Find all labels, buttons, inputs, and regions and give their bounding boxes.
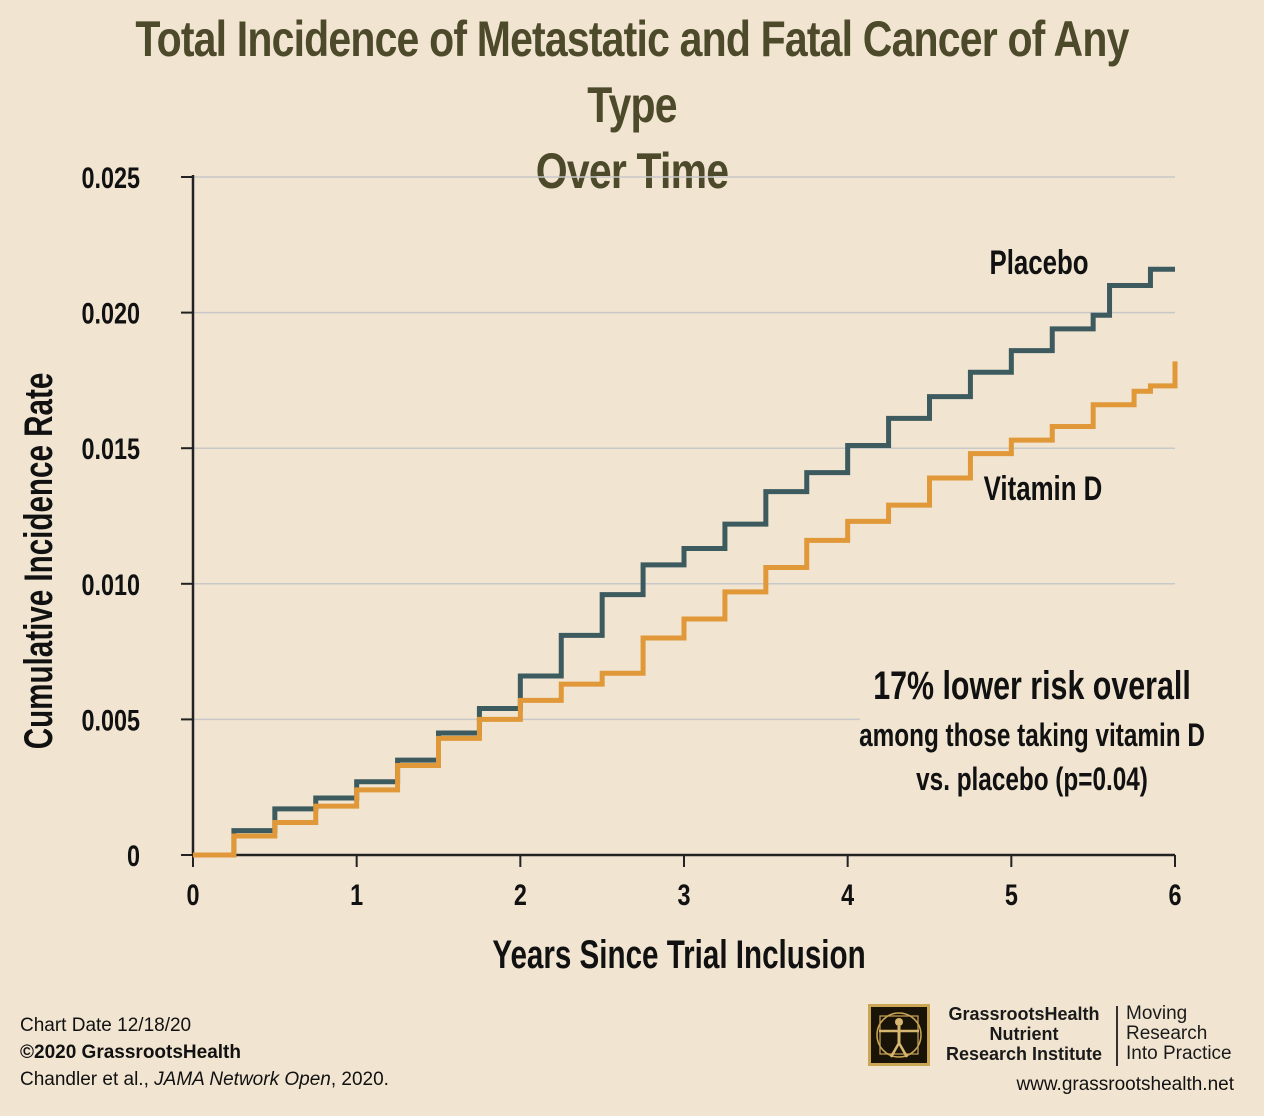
y-tick-label: 0.015 — [81, 432, 140, 465]
x-tick-label: 1 — [350, 878, 363, 911]
chart-date: Chart Date 12/18/20 — [20, 1015, 192, 1036]
website-link[interactable]: www.grassrootshealth.net — [1016, 1074, 1234, 1095]
annotation-background — [860, 655, 1180, 805]
citation-year: , 2020. — [330, 1069, 389, 1090]
y-tick-label: 0.010 — [81, 568, 140, 601]
logo-organization: GrassrootsHealth Nutrient Research Insti… — [940, 1004, 1108, 1064]
x-tick-label: 2 — [514, 878, 527, 911]
citation: Chandler et al., JAMA Network Open, 2020… — [20, 1066, 389, 1093]
logo-divider — [1116, 1006, 1118, 1066]
chart-title: Total Incidence of Metastatic and Fatal … — [114, 6, 1150, 204]
y-axis-label: Cumulative Incidence Rate — [17, 373, 61, 750]
citation-authors: Chandler et al., — [20, 1069, 155, 1090]
title-line-1: Total Incidence of Metastatic and Fatal … — [135, 11, 1129, 133]
annotation-headline: 17% lower risk overall — [873, 663, 1191, 708]
annotation-line-3: vs. placebo (p=0.04) — [916, 762, 1148, 798]
chart-area: 0 0.005 0.010 0.015 0.020 0.025 0 1 2 3 4 5 6 Years S… — [17, 161, 1205, 977]
chart-credits: Chart Date 12/18/20 ©2020 GrassrootsHeal… — [20, 1012, 389, 1093]
title-line-2: Over Time — [535, 143, 729, 199]
logo-tagline-line-1: Moving — [1126, 1003, 1188, 1024]
placebo-series-line — [193, 266, 1175, 858]
x-tick-label: 0 — [186, 878, 199, 911]
logo-org-line-2: Nutrient — [989, 1024, 1059, 1044]
vitamin-d-label: Vitamin D — [984, 471, 1103, 508]
x-tick-label: 4 — [841, 878, 854, 911]
logo-org-line-3: Research Institute — [945, 1044, 1103, 1064]
y-tick-label: 0.025 — [81, 161, 140, 194]
logo-tagline-line-2: Research — [1126, 1023, 1208, 1044]
annotation-line-2: among those taking vitamin D — [859, 718, 1205, 754]
y-tick-label: 0 — [127, 839, 140, 872]
y-tick-label: 0.020 — [81, 297, 140, 330]
vitruvian-man-icon — [868, 1004, 930, 1066]
logo-tagline-line-3: Into Practice — [1126, 1043, 1232, 1064]
grassrootshealth-logo: GrassrootsHealth Nutrient Research Insti… — [868, 1004, 1248, 1074]
vitamin-d-series-line — [193, 361, 1178, 858]
x-tick-label: 5 — [1005, 878, 1018, 911]
citation-journal: JAMA Network Open — [154, 1069, 331, 1090]
logo-org-line-1: GrassrootsHealth — [948, 1004, 1100, 1024]
y-tick-label: 0.005 — [81, 704, 140, 737]
x-tick-label: 3 — [677, 878, 690, 911]
x-tick-label: 6 — [1168, 878, 1181, 911]
x-axis-label: Years Since Trial Inclusion — [492, 933, 865, 977]
logo-tagline: Moving Research Into Practice — [1126, 1004, 1232, 1064]
copyright-text: ©2020 GrassrootsHealth — [20, 1042, 241, 1063]
placebo-label: Placebo — [989, 245, 1088, 282]
